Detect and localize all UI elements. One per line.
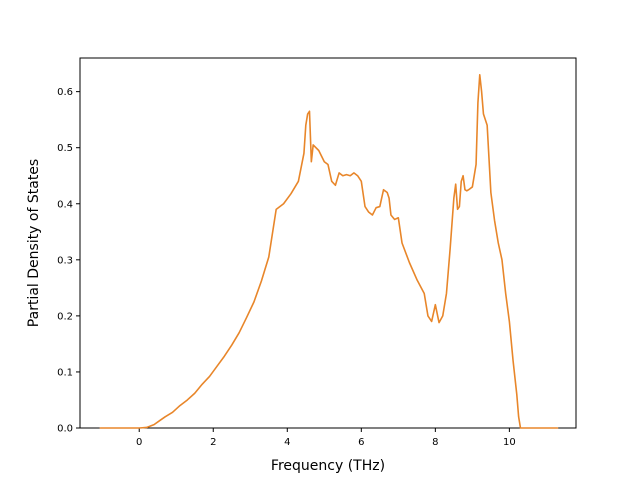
plot-frame bbox=[79, 57, 577, 429]
series-layer bbox=[99, 74, 559, 429]
y-tick-label: 0.0 bbox=[57, 424, 73, 435]
x-tick-label: 2 bbox=[210, 437, 216, 448]
x-tick-label: 6 bbox=[358, 437, 364, 448]
series-line bbox=[99, 74, 559, 429]
x-axis-title: Frequency (THz) bbox=[271, 458, 385, 474]
x-axis-ticks: 0 2 4 6 8 10 bbox=[136, 428, 516, 448]
x-tick-label: 4 bbox=[284, 437, 290, 448]
x-tick-label: 10 bbox=[503, 437, 516, 448]
y-tick-label: 0.1 bbox=[57, 367, 73, 378]
y-tick-label: 0.6 bbox=[57, 87, 73, 98]
y-tick-label: 0.5 bbox=[57, 143, 73, 154]
y-tick-label: 0.4 bbox=[57, 199, 73, 210]
y-axis-ticks: 0.0 0.1 0.2 0.3 0.4 0.5 0.6 bbox=[57, 87, 80, 435]
y-tick-label: 0.2 bbox=[57, 311, 73, 322]
x-tick-label: 0 bbox=[136, 437, 142, 448]
y-tick-label: 0.3 bbox=[57, 255, 73, 266]
x-tick-label: 8 bbox=[432, 437, 438, 448]
y-axis-title: Partial Density of States bbox=[26, 159, 42, 327]
